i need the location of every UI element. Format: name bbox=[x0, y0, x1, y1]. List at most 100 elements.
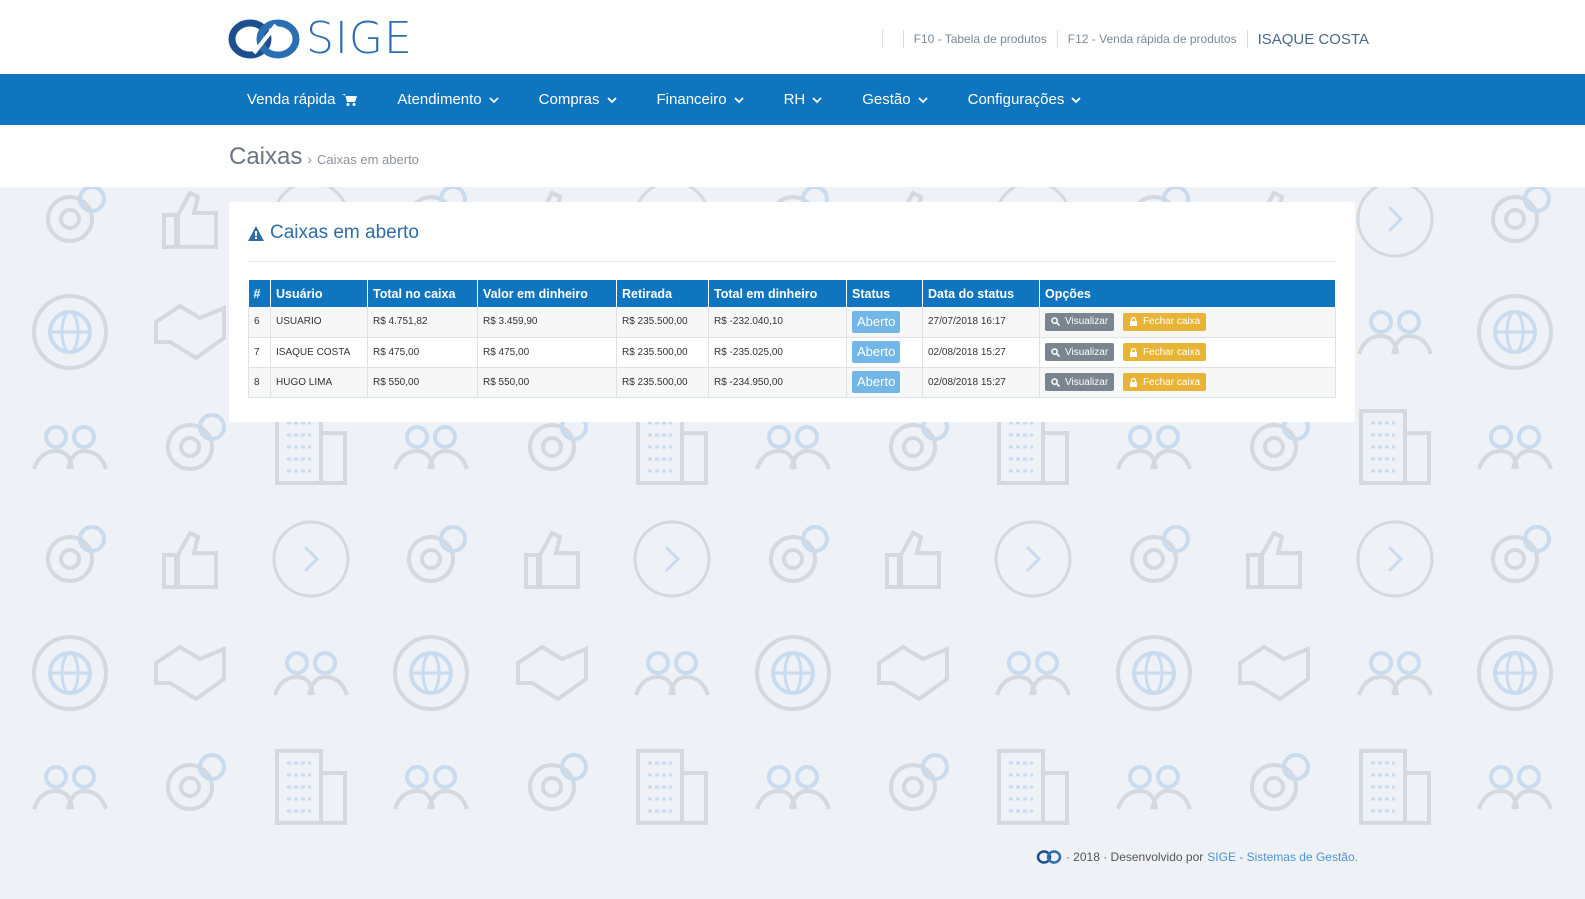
page-title[interactable]: Caixas bbox=[229, 143, 303, 170]
fechar-caixa-button[interactable]: Fechar caixa bbox=[1122, 343, 1207, 361]
people-pattern-icon bbox=[32, 425, 108, 471]
nav-atendimento[interactable]: Atendimento bbox=[397, 91, 499, 108]
gear-pattern-icon bbox=[889, 413, 949, 471]
link-venda-rapida-produtos[interactable]: F12 - Venda rápida de produtos bbox=[1067, 32, 1237, 46]
thumb-pattern-icon bbox=[162, 531, 218, 589]
hands-pattern-icon bbox=[154, 304, 226, 360]
nav-compras[interactable]: Compras bbox=[539, 91, 617, 108]
cell-total-dinheiro: R$ -234.950,00 bbox=[708, 367, 847, 398]
column-header[interactable]: Valor em dinheiro bbox=[477, 280, 617, 307]
lock-icon bbox=[1129, 377, 1137, 387]
footer: · 2018 · Desenvolvido por SIGE - Sistema… bbox=[1036, 849, 1358, 865]
gear-pattern-icon bbox=[1250, 753, 1310, 811]
cell-opcoes: Visualizar Fechar caixa bbox=[1039, 337, 1336, 368]
gear-pattern-icon bbox=[1491, 525, 1551, 583]
nav-rh[interactable]: RH bbox=[784, 91, 823, 108]
people-pattern-icon bbox=[755, 765, 831, 811]
thumb-pattern-icon bbox=[885, 531, 941, 589]
cart-icon bbox=[342, 94, 358, 106]
gear-pattern-icon bbox=[407, 525, 467, 583]
visualizar-button[interactable]: Visualizar bbox=[1045, 373, 1115, 391]
lock-icon bbox=[1129, 347, 1137, 357]
column-header[interactable]: Usuário bbox=[270, 280, 368, 307]
status-badge: Aberto bbox=[852, 371, 901, 393]
column-header[interactable]: Data do status bbox=[922, 280, 1040, 307]
gear-pattern-icon bbox=[1130, 525, 1190, 583]
gear-pattern-icon bbox=[889, 753, 949, 811]
hands-pattern-icon bbox=[154, 645, 226, 701]
arrowc-pattern-icon bbox=[994, 520, 1072, 598]
lock-icon bbox=[1129, 317, 1137, 327]
sige-logo-mark-icon bbox=[1036, 850, 1062, 864]
link-tabela-produtos[interactable]: F10 - Tabela de produtos bbox=[913, 32, 1047, 46]
fechar-caixa-button[interactable]: Fechar caixa bbox=[1122, 373, 1207, 391]
people-pattern-icon bbox=[1116, 425, 1192, 471]
button-label: Visualizar bbox=[1065, 376, 1109, 388]
building-pattern-icon bbox=[275, 749, 347, 825]
globe-pattern-icon bbox=[1477, 294, 1553, 370]
visualizar-button[interactable]: Visualizar bbox=[1045, 312, 1115, 331]
people-pattern-icon bbox=[634, 651, 710, 697]
globe-pattern-icon bbox=[32, 294, 108, 370]
gear-pattern-icon bbox=[528, 753, 588, 811]
nav-configuracoes[interactable]: Configurações bbox=[968, 91, 1082, 108]
gear-pattern-icon bbox=[1250, 413, 1310, 471]
cell-total-dinheiro: R$ -235.025,00 bbox=[708, 337, 847, 368]
arrowc-pattern-icon bbox=[1356, 187, 1434, 258]
cell-retirada: R$ 235.500,00 bbox=[616, 367, 709, 398]
button-label: Visualizar bbox=[1065, 316, 1109, 328]
nav-venda-rapida[interactable]: Venda rápida bbox=[247, 91, 358, 108]
cell-total-dinheiro: R$ -232.040,10 bbox=[708, 307, 847, 338]
thumb-pattern-icon bbox=[1246, 531, 1302, 589]
search-icon bbox=[1051, 377, 1060, 387]
nav-gestao[interactable]: Gestão bbox=[862, 91, 928, 108]
table-row: 8 HUGO LIMA R$ 550,00 R$ 550,00 R$ 235.5… bbox=[248, 367, 1336, 398]
people-pattern-icon bbox=[393, 765, 469, 811]
divider bbox=[881, 30, 883, 48]
nav-label: RH bbox=[783, 91, 806, 108]
chevron-down-icon bbox=[1071, 96, 1081, 103]
cell-retirada: R$ 235.500,00 bbox=[616, 307, 709, 338]
caixas-panel: Caixas em aberto # Usuário Total no caix… bbox=[229, 202, 1355, 422]
nav-financeiro[interactable]: Financeiro bbox=[657, 91, 744, 108]
cell-total-caixa: R$ 475,00 bbox=[367, 337, 478, 368]
people-pattern-icon bbox=[755, 425, 831, 471]
column-header[interactable]: Total no caixa bbox=[367, 280, 478, 307]
button-label: Fechar caixa bbox=[1142, 346, 1201, 358]
divider bbox=[902, 30, 904, 48]
footer-link-sige[interactable]: SIGE - Sistemas de Gestão. bbox=[1207, 850, 1358, 864]
gear-pattern-icon bbox=[769, 525, 829, 583]
cell-total-caixa: R$ 4.751,82 bbox=[367, 307, 478, 338]
building-pattern-icon bbox=[636, 749, 708, 825]
sige-logo[interactable]: SIGE bbox=[228, 14, 413, 64]
column-header[interactable]: Retirada bbox=[616, 280, 709, 307]
breadcrumb: Caixas › Caixas em aberto bbox=[229, 143, 419, 171]
sige-logo-mark-icon bbox=[228, 19, 300, 59]
column-header[interactable]: Total em dinheiro bbox=[708, 280, 847, 307]
table-header-row: # Usuário Total no caixa Valor em dinhei… bbox=[248, 280, 1336, 307]
hands-pattern-icon bbox=[877, 645, 949, 701]
people-pattern-icon bbox=[1357, 651, 1433, 697]
nav-label: Compras bbox=[538, 91, 600, 108]
nav-label: Atendimento bbox=[397, 91, 482, 108]
column-header[interactable]: # bbox=[248, 280, 271, 307]
cell-total-caixa: R$ 550,00 bbox=[367, 367, 478, 398]
table-row: 6 USUARIO R$ 4.751,82 R$ 3.459,90 R$ 235… bbox=[248, 307, 1336, 338]
cell-data-status: 27/07/2018 16:17 bbox=[922, 307, 1040, 338]
column-header: Opções bbox=[1039, 280, 1336, 307]
visualizar-button[interactable]: Visualizar bbox=[1045, 343, 1115, 361]
fechar-caixa-button[interactable]: Fechar caixa bbox=[1122, 312, 1207, 331]
panel-title: Caixas em aberto bbox=[248, 222, 419, 244]
chevron-down-icon bbox=[812, 96, 822, 103]
table-row: 7 ISAQUE COSTA R$ 475,00 R$ 475,00 R$ 23… bbox=[248, 337, 1336, 368]
cell-valor-dinheiro: R$ 3.459,90 bbox=[477, 307, 617, 338]
user-menu[interactable]: ISAQUE COSTA bbox=[1257, 30, 1369, 48]
cell-data-status: 02/08/2018 15:27 bbox=[922, 367, 1040, 398]
globe-pattern-icon bbox=[32, 635, 108, 711]
column-header[interactable]: Status bbox=[846, 280, 923, 307]
globe-pattern-icon bbox=[1116, 635, 1192, 711]
panel-title-text: Caixas em aberto bbox=[270, 222, 419, 243]
people-pattern-icon bbox=[32, 765, 108, 811]
cell-opcoes: Visualizar Fechar caixa bbox=[1039, 307, 1336, 338]
gear-pattern-icon bbox=[46, 525, 106, 583]
